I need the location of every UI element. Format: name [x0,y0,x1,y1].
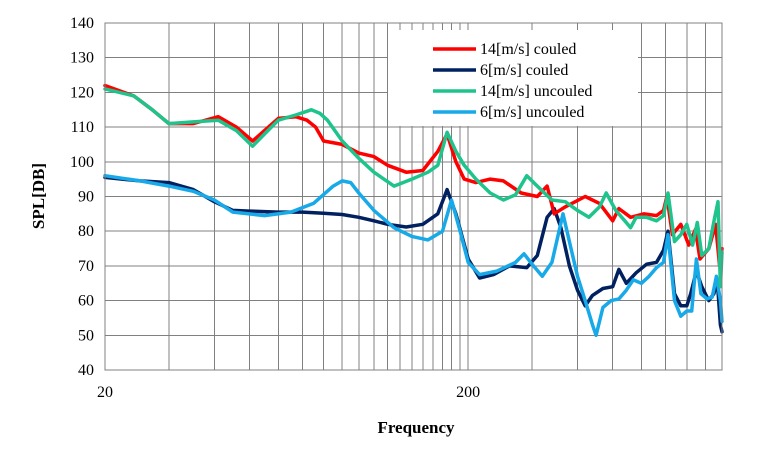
y-tick-label: 60 [78,293,94,310]
series-line-2 [103,87,724,289]
x-tick-label: 20 [97,384,113,401]
plot-area-frame [104,22,723,371]
y-tick-label: 110 [71,119,94,136]
legend-label: 14[m/s] uncouled [480,83,592,100]
y-tick-label: 50 [78,327,94,344]
y-tick-label: 80 [78,223,94,240]
legend: 14[m/s] couled 6[m/s] couled 14[m/s] uncou… [433,41,592,121]
y-tick-label: 40 [78,362,94,379]
series-line-3 [103,173,724,338]
y-tick-label: 70 [78,258,94,275]
series-lines [103,83,724,338]
y-axis-title: SPL[DB] [29,163,48,229]
x-tick-label: 200 [456,384,480,401]
y-tick-label: 140 [70,15,94,32]
x-axis-ticks: 20 200 [97,384,480,401]
y-tick-label: 90 [78,189,94,206]
series-line-1 [103,175,724,334]
legend-box [388,30,638,126]
y-tick-label: 120 [70,84,94,101]
y-axis-ticks: 40 50 60 70 80 90 100 110 120 130 140 [70,15,94,379]
y-tick-label: 100 [70,154,94,171]
legend-label: 14[m/s] couled [480,41,576,58]
x-axis-title: Frequency [377,418,455,437]
y-tick-label: 130 [70,50,94,67]
legend-label: 6[m/s] uncouled [480,104,584,121]
legend-label: 6[m/s] couled [480,62,568,79]
